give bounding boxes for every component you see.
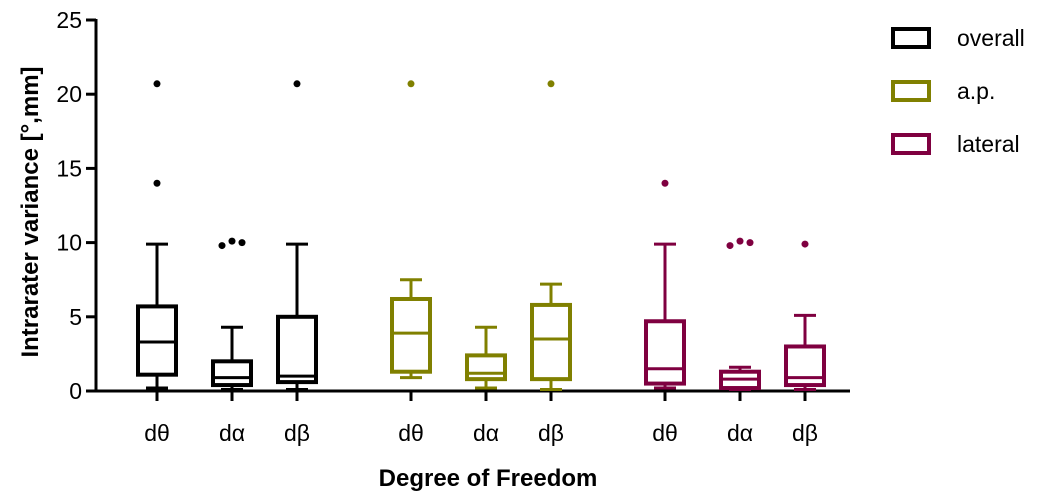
- outlier-point: [736, 237, 744, 245]
- outlier-point: [228, 237, 236, 245]
- box: [211, 237, 253, 392]
- box-rect: [465, 353, 507, 382]
- legend: overall a.p. lateral: [891, 25, 1025, 157]
- x-tick-label: dβ: [792, 420, 818, 446]
- box-rect: [784, 344, 826, 388]
- box-rect: [211, 359, 253, 388]
- legend-swatch: [891, 27, 931, 49]
- y-tick-label: 0: [69, 378, 82, 404]
- box: [276, 80, 318, 392]
- legend-label: lateral: [957, 131, 1020, 157]
- legend-item-lateral: lateral: [891, 131, 1020, 157]
- x-tick-label: dθ: [652, 420, 678, 446]
- y-tick-label: 5: [69, 304, 82, 330]
- outlier-point: [746, 239, 754, 247]
- outlier-point: [661, 179, 669, 187]
- box-group-lateral: [644, 179, 826, 392]
- x-tick-label: dα: [473, 420, 499, 446]
- outlier-point: [218, 242, 226, 250]
- box-group-overall: [136, 80, 318, 392]
- box-rect: [530, 302, 572, 382]
- y-tick-label: 15: [56, 155, 82, 181]
- box-rect: [390, 296, 432, 374]
- x-tick-label: dθ: [144, 420, 170, 446]
- legend-label: a.p.: [957, 78, 995, 104]
- box-groups: [136, 80, 826, 392]
- y-tick-label: 10: [56, 230, 82, 256]
- outlier-point: [547, 80, 555, 88]
- x-axis-title: Degree of Freedom: [379, 465, 598, 492]
- x-axis: dθ dα dβ dθ dα dβ dθ dα dβ: [95, 389, 850, 446]
- x-tick-label: dβ: [538, 420, 564, 446]
- legend-swatch: [891, 80, 931, 102]
- outlier-point: [293, 80, 301, 88]
- box: [784, 240, 826, 392]
- box: [530, 80, 572, 392]
- box: [719, 237, 761, 392]
- x-tick-label: dα: [219, 420, 245, 446]
- outlier-point: [238, 239, 246, 247]
- y-axis-title: Intrarater variance [°,mm]: [17, 66, 44, 357]
- outlier-point: [801, 240, 809, 248]
- box: [465, 325, 507, 390]
- outlier-point: [407, 80, 415, 88]
- y-axis: 0 5 10 15 20 25: [56, 7, 98, 404]
- outlier-point: [726, 242, 734, 250]
- y-tick-label: 20: [56, 81, 82, 107]
- y-tick-label: 25: [56, 7, 82, 33]
- box-group-ap: [390, 80, 572, 392]
- outlier-point: [153, 80, 161, 88]
- box-rect: [644, 319, 686, 386]
- legend-label: overall: [957, 25, 1025, 51]
- legend-swatch: [891, 133, 931, 155]
- x-tick-label: dβ: [284, 420, 310, 446]
- box: [136, 80, 178, 390]
- x-tick-label: dθ: [398, 420, 424, 446]
- legend-item-overall: overall: [891, 25, 1025, 51]
- outlier-point: [153, 179, 161, 187]
- legend-item-ap: a.p.: [891, 78, 995, 104]
- x-tick-label: dα: [727, 420, 753, 446]
- box-rect: [276, 314, 318, 385]
- box: [390, 80, 432, 380]
- box: [644, 179, 686, 390]
